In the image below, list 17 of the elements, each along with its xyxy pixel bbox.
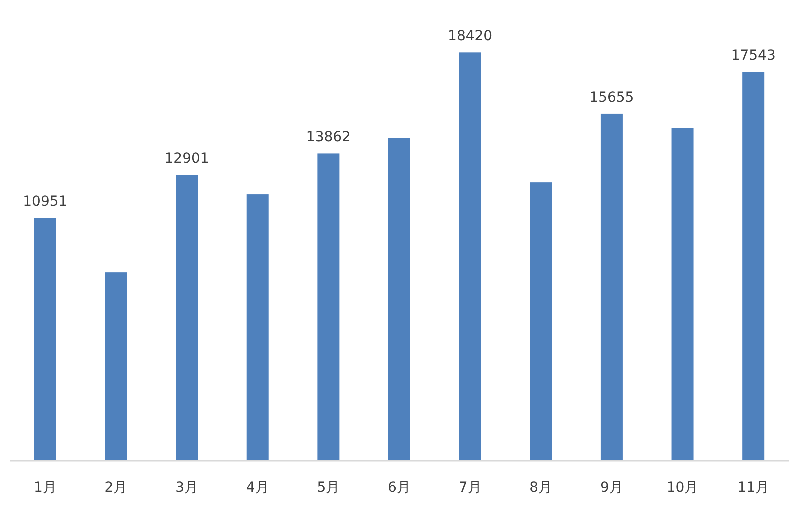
data-label: 10951 bbox=[23, 194, 68, 210]
data-label: 13862 bbox=[306, 130, 351, 146]
x-tick-label: 9月 bbox=[600, 480, 624, 496]
x-tick-label: 6月 bbox=[388, 480, 411, 496]
x-tick-label: 10月 bbox=[666, 480, 699, 496]
x-tick-label: 7月 bbox=[458, 480, 482, 496]
x-tick-label: 4月 bbox=[246, 480, 270, 496]
x-tick-label: 1月 bbox=[34, 480, 57, 496]
data-label: 18420 bbox=[448, 28, 493, 45]
x-tick-label: 8月 bbox=[530, 480, 553, 496]
x-tick-label: 3月 bbox=[176, 480, 199, 496]
x-tick-label: 2月 bbox=[104, 480, 128, 496]
data-label: 17543 bbox=[731, 48, 776, 64]
x-tick-label: 11月 bbox=[738, 480, 770, 496]
data-label: 12901 bbox=[164, 151, 210, 168]
x-tick-label: 5月 bbox=[317, 480, 340, 496]
data-label: 15655 bbox=[590, 90, 634, 106]
